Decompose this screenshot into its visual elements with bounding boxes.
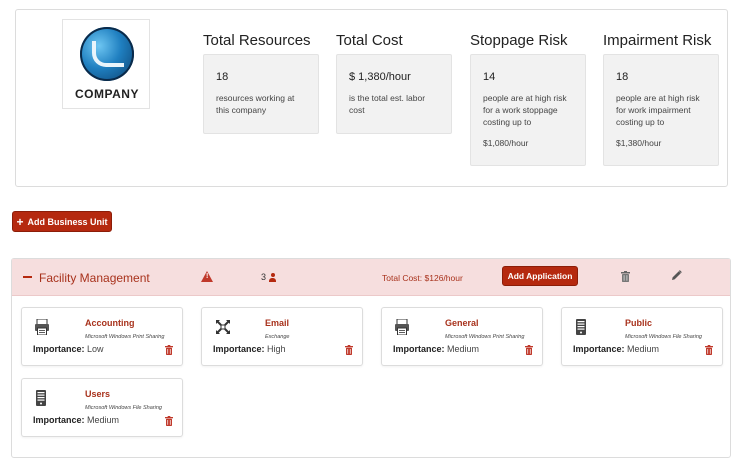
resource-count-value: 3	[261, 272, 267, 282]
stat-title: Total Resources	[203, 32, 311, 49]
add-business-unit-button[interactable]: + Add Business Unit	[12, 211, 112, 232]
stat-desc: resources working at this company	[216, 93, 295, 115]
stat-title: Stoppage Risk	[470, 32, 568, 49]
stat-extra: $1,080/hour	[483, 138, 529, 148]
application-importance: Importance: Low	[33, 344, 104, 354]
importance-value: Medium	[87, 415, 120, 425]
application-importance: Importance: Medium	[33, 415, 119, 425]
application-description: Microsoft Windows Print Sharing	[85, 334, 165, 340]
file-server-icon	[576, 319, 586, 335]
application-description: Microsoft Windows Print Sharing	[445, 334, 525, 340]
importance-label: Importance:	[33, 344, 85, 354]
stat-impairment-risk: Impairment Risk 18 people are at high ri…	[603, 32, 719, 166]
company-logo: COMPANY	[62, 19, 150, 109]
application-card-accounting[interactable]: Accounting Microsoft Windows Print Shari…	[21, 307, 183, 366]
stat-desc: people are at high risk for a work stopp…	[483, 93, 567, 127]
application-name[interactable]: General	[445, 318, 479, 328]
plus-icon: +	[16, 214, 24, 229]
company-summary-card: COMPANY Total Resources 18 resources wor…	[15, 9, 728, 187]
stat-box: 18 resources working at this company	[203, 54, 319, 134]
stat-box: $ 1,380/hour is the total est. labor cos…	[336, 54, 452, 134]
delete-trash-icon[interactable]	[165, 345, 173, 355]
warning-icon: !	[201, 271, 213, 282]
business-unit-card: Facility Management ! 3 Total Cost: $126…	[11, 258, 731, 458]
exchange-icon	[216, 320, 230, 334]
stat-title: Impairment Risk	[603, 32, 712, 49]
printer-icon	[395, 319, 409, 335]
collapse-minus-icon[interactable]	[23, 276, 32, 278]
importance-label: Importance:	[393, 344, 445, 354]
business-unit-name[interactable]: Facility Management	[39, 271, 150, 285]
application-description: Microsoft Windows File Sharing	[625, 334, 702, 340]
application-importance: Importance: Medium	[573, 344, 659, 354]
stat-box: 18 people are at high risk for work impa…	[603, 54, 719, 166]
business-unit-total-cost: Total Cost: $126/hour	[382, 273, 463, 283]
person-icon	[268, 272, 277, 282]
application-description: Microsoft Windows File Sharing	[85, 405, 162, 411]
importance-value: Low	[87, 344, 104, 354]
add-application-button[interactable]: Add Application	[502, 266, 578, 286]
application-card-email[interactable]: Email Exchange Importance: High	[201, 307, 363, 366]
stat-title: Total Cost	[336, 32, 403, 49]
application-name[interactable]: Users	[85, 389, 111, 399]
delete-trash-icon[interactable]	[345, 345, 353, 355]
logo-emblem-icon	[80, 27, 134, 81]
stat-value: 18	[616, 71, 629, 83]
application-card-public[interactable]: Public Microsoft Windows File Sharing Im…	[561, 307, 723, 366]
application-description: Exchange	[265, 334, 290, 340]
printer-icon	[35, 319, 49, 335]
importance-label: Importance:	[213, 344, 265, 354]
importance-value: Medium	[447, 344, 480, 354]
delete-trash-icon[interactable]	[165, 416, 173, 426]
importance-value: High	[267, 344, 286, 354]
application-importance: Importance: Medium	[393, 344, 479, 354]
importance-label: Importance:	[33, 415, 85, 425]
resource-count: 3	[261, 272, 277, 282]
stat-extra: $1,380/hour	[616, 138, 662, 148]
application-importance: Importance: High	[213, 344, 286, 354]
stat-desc: is the total est. labor cost	[349, 93, 426, 115]
stat-value: 18	[216, 71, 229, 83]
stat-stoppage-risk: Stoppage Risk 14 people are at high risk…	[470, 32, 586, 166]
delete-trash-icon[interactable]	[525, 345, 533, 355]
stat-desc: people are at high risk for work impairm…	[616, 93, 700, 127]
application-card-general[interactable]: General Microsoft Windows Print Sharing …	[381, 307, 543, 366]
importance-value: Medium	[627, 344, 660, 354]
importance-label: Importance:	[573, 344, 625, 354]
application-card-users[interactable]: Users Microsoft Windows File Sharing Imp…	[21, 378, 183, 437]
stat-value: 14	[483, 71, 496, 83]
business-unit-header: Facility Management ! 3 Total Cost: $126…	[12, 259, 730, 296]
add-business-unit-label: Add Business Unit	[27, 216, 108, 227]
stat-value: $ 1,380/hour	[349, 71, 411, 83]
application-name[interactable]: Email	[265, 318, 290, 328]
file-server-icon	[36, 390, 46, 406]
application-name[interactable]: Public	[625, 318, 653, 328]
stat-total-cost: Total Cost $ 1,380/hour is the total est…	[336, 32, 452, 134]
stat-box: 14 people are at high risk for a work st…	[470, 54, 586, 166]
delete-trash-icon[interactable]	[705, 345, 713, 355]
pencil-edit-icon[interactable]	[671, 270, 682, 281]
logo-text: COMPANY	[75, 87, 139, 101]
application-name[interactable]: Accounting	[85, 318, 135, 328]
trash-icon[interactable]	[621, 271, 630, 282]
stat-total-resources: Total Resources 18 resources working at …	[203, 32, 319, 134]
